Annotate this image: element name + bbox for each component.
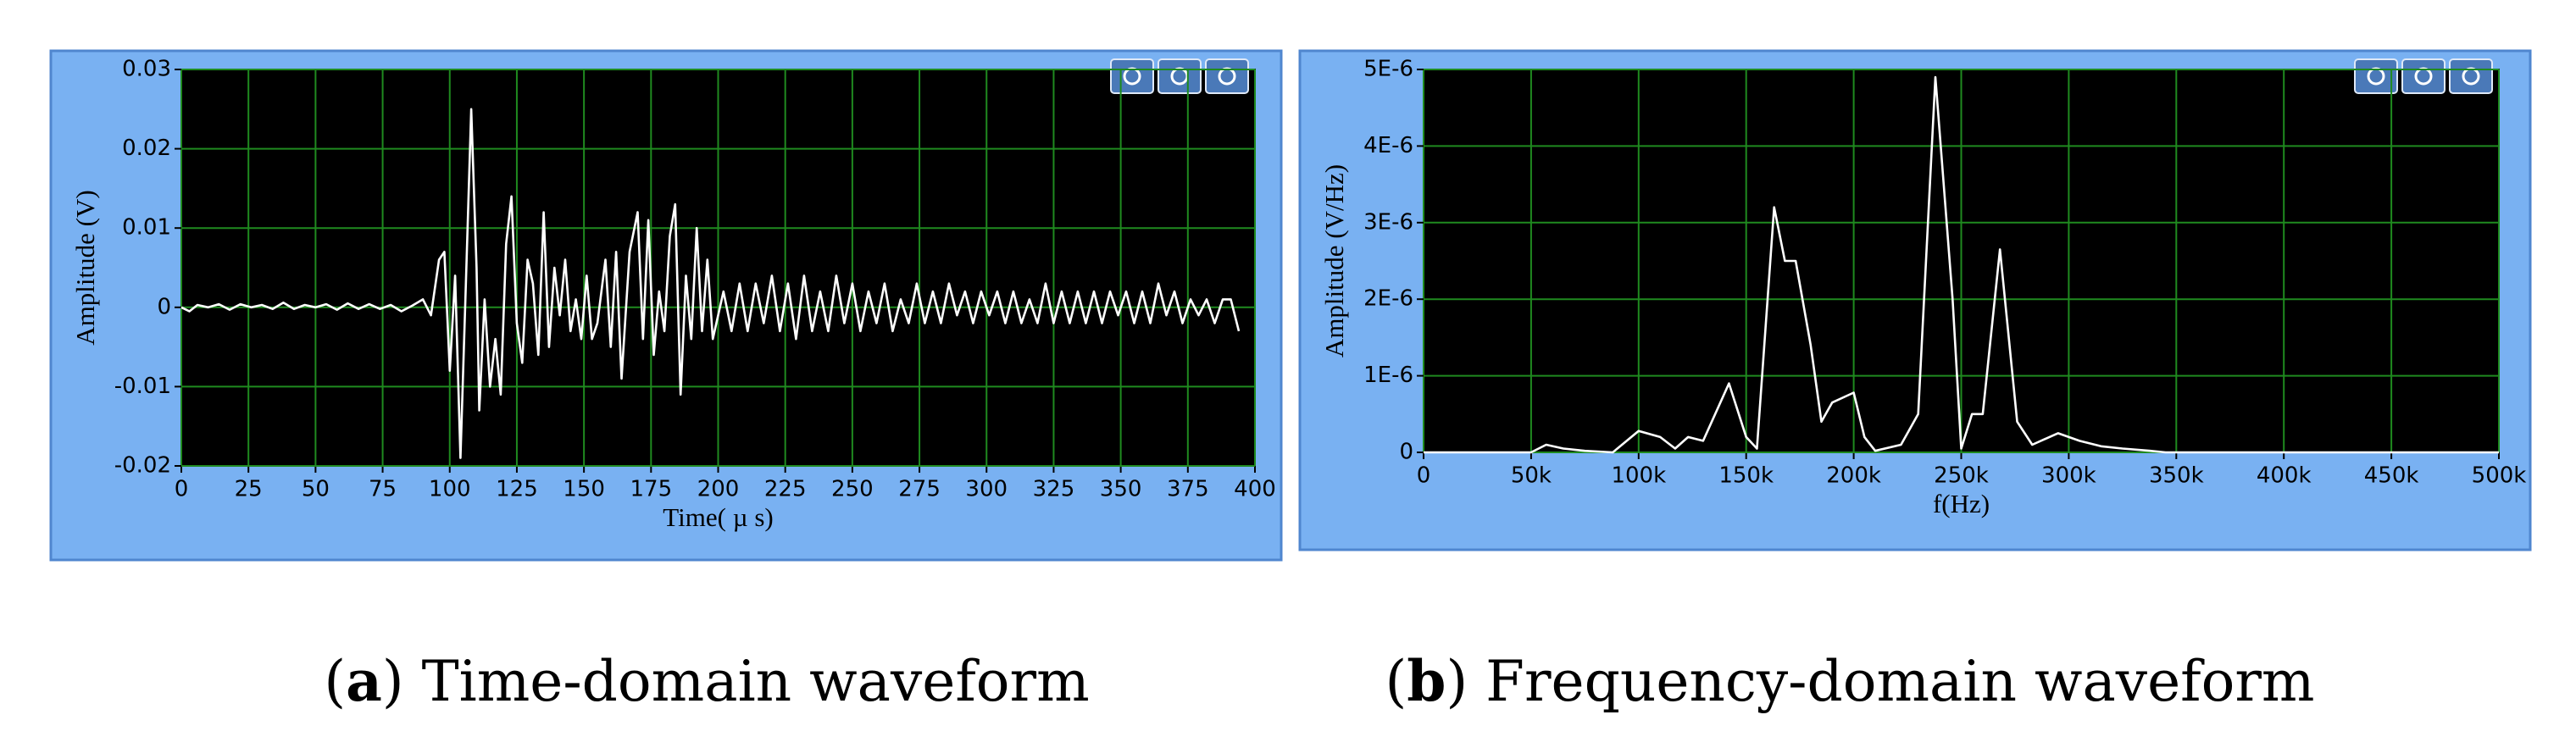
y-tick-label: -0.02 — [114, 453, 171, 479]
x-tick-label: 225 — [764, 477, 807, 502]
x-tick-label: 50k — [1511, 463, 1552, 489]
caption-part: ) Time-domain waveform — [382, 649, 1090, 714]
waveform-line — [180, 108, 1241, 459]
x-tick-label: 250k — [1934, 463, 1989, 489]
caption: (b) Frequency-domain waveform — [1385, 648, 2315, 714]
x-tick-label: 400 — [1234, 477, 1276, 502]
y-tick-label: 0 — [157, 294, 171, 319]
caption: (a) Time-domain waveform — [324, 648, 1089, 714]
toolbar-button — [2449, 58, 2493, 94]
x-tick-label: 0 — [175, 477, 189, 502]
toolbar-button — [1205, 58, 1249, 94]
y-tick-label: 4E-6 — [1363, 133, 1413, 158]
x-tick-label: 450k — [2364, 463, 2419, 489]
caption-part: ( — [1385, 649, 1407, 714]
caption-part: ( — [324, 649, 346, 714]
x-tick-label: 500k — [2472, 463, 2527, 489]
caption-part: a — [346, 648, 382, 714]
y-axis-label: Amplitude (V) — [70, 190, 100, 345]
y-tick-label: 0.02 — [122, 136, 171, 161]
y-axis-label: Amplitude (V/Hz) — [1319, 164, 1349, 357]
x-tick-label: 200 — [697, 477, 740, 502]
y-tick-label: -0.01 — [114, 374, 171, 399]
x-tick-label: 75 — [369, 477, 397, 502]
x-tick-label: 200k — [1826, 463, 1881, 489]
waveform-line — [1424, 75, 2499, 454]
x-tick-label: 50 — [302, 477, 330, 502]
caption-part: b — [1407, 648, 1446, 714]
x-tick-label: 300k — [2041, 463, 2096, 489]
y-tick-label: 0.01 — [122, 215, 171, 241]
x-tick-label: 325 — [1033, 477, 1075, 502]
x-tick-label: 100k — [1611, 463, 1666, 489]
toolbar-button — [1110, 58, 1154, 94]
x-tick-label: 400k — [2257, 463, 2312, 489]
x-tick-label: 375 — [1167, 477, 1209, 502]
toolbar-button — [1158, 58, 1202, 94]
x-tick-label: 275 — [898, 477, 941, 502]
toolbar-button — [2354, 58, 2398, 94]
x-tick-label: 125 — [496, 477, 538, 502]
y-tick-label: 0.03 — [122, 57, 171, 82]
y-tick-label: 1E-6 — [1363, 363, 1413, 388]
x-axis-label: Time( µ s) — [663, 502, 773, 532]
x-tick-label: 250 — [831, 477, 874, 502]
y-tick-label: 5E-6 — [1363, 57, 1413, 82]
x-tick-label: 100 — [429, 477, 471, 502]
x-tick-label: 0 — [1417, 463, 1431, 489]
x-tick-label: 300 — [965, 477, 1008, 502]
x-tick-label: 150 — [563, 477, 605, 502]
y-tick-label: 2E-6 — [1363, 286, 1413, 312]
x-tick-label: 175 — [630, 477, 672, 502]
y-tick-label: 0 — [1399, 440, 1413, 465]
x-tick-label: 350 — [1100, 477, 1142, 502]
x-axis-label: f(Hz) — [1933, 489, 1990, 518]
caption-part: ) Frequency-domain waveform — [1446, 649, 2314, 714]
x-tick-label: 350k — [2149, 463, 2204, 489]
x-tick-label: 150k — [1718, 463, 1774, 489]
x-tick-label: 25 — [235, 477, 263, 502]
y-tick-label: 3E-6 — [1363, 209, 1413, 235]
toolbar-button — [2401, 58, 2446, 94]
